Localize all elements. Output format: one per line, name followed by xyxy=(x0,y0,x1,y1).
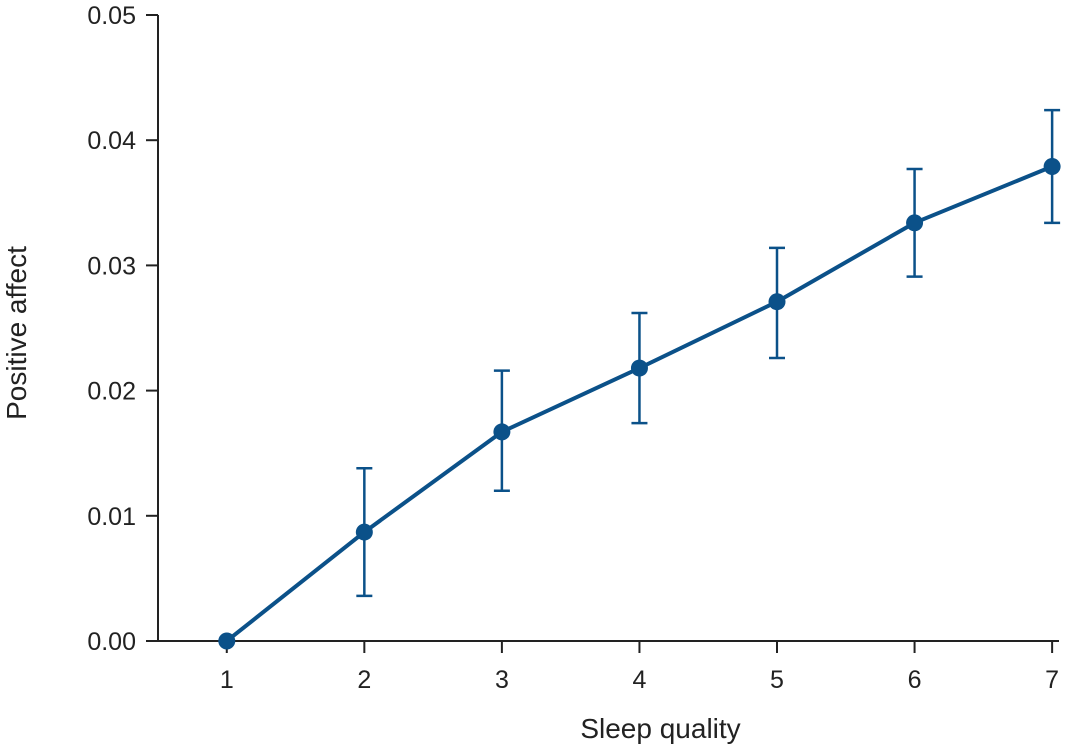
data-points xyxy=(218,157,1061,650)
y-ticks: 0.00 0.01 0.02 0.03 0.04 0.05 xyxy=(87,2,158,656)
axes xyxy=(157,15,1059,642)
data-point xyxy=(493,423,511,441)
data-point xyxy=(630,359,648,377)
y-axis-title: Positive affect xyxy=(1,246,32,420)
x-tick-label: 4 xyxy=(632,666,646,694)
x-tick-label: 7 xyxy=(1045,666,1059,694)
y-tick-label: 0.03 xyxy=(87,252,136,280)
y-tick-label: 0.02 xyxy=(87,378,136,406)
data-point xyxy=(355,523,373,541)
data-point xyxy=(218,632,236,650)
x-tick-label: 6 xyxy=(908,666,922,694)
error-bars xyxy=(356,108,1061,598)
x-tick-label: 2 xyxy=(357,666,371,694)
y-tick-label: 0.00 xyxy=(87,628,136,656)
x-tick-label: 1 xyxy=(220,666,234,694)
y-tick-label: 0.01 xyxy=(87,503,136,531)
y-tick-label: 0.04 xyxy=(87,127,136,155)
x-tick-label: 3 xyxy=(495,666,509,694)
y-tick-label: 0.05 xyxy=(87,2,136,30)
data-point xyxy=(906,214,924,232)
x-axis-title: Sleep quality xyxy=(580,713,740,744)
data-point xyxy=(768,293,786,311)
x-tick-label: 5 xyxy=(770,666,784,694)
data-point xyxy=(1043,157,1061,175)
x-ticks: 1 2 3 4 5 6 7 xyxy=(220,641,1059,694)
